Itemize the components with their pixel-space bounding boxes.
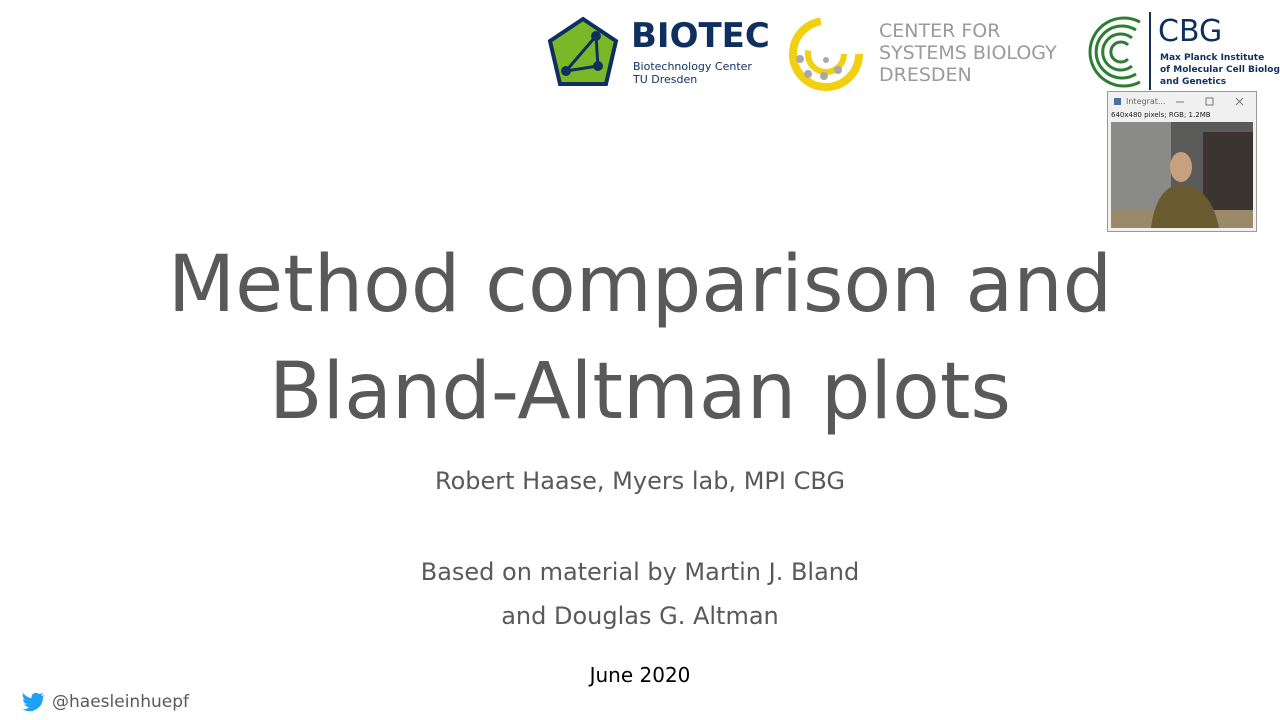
cbg-line: Max Planck Institute (1160, 53, 1265, 63)
csbd-line: CENTER FOR (879, 20, 1001, 42)
biotec-name: BIOTEC (631, 16, 770, 56)
biotec-icon (547, 16, 619, 86)
window-title: Integrat... (1126, 97, 1166, 106)
date: June 2020 (589, 663, 691, 687)
image-window[interactable]: Integrat... 640x480 pixels; RGB; 1.2MB (1107, 91, 1257, 232)
cbg-line: of Molecular Cell Biology (1160, 65, 1280, 75)
author: Robert Haase, Myers lab, MPI CBG (434, 467, 845, 495)
twitter-icon (22, 692, 45, 712)
slide-title: Bland-Altman plots (268, 347, 1012, 437)
csbd-line: SYSTEMS BIOLOGY (879, 42, 1057, 64)
based-on: and Douglas G. Altman (501, 602, 779, 630)
cbg-name: CBG (1158, 14, 1223, 49)
biotec-line: Biotechnology Center (633, 60, 752, 73)
slide-title: Method comparison and (167, 240, 1113, 330)
webcam-image (1111, 122, 1253, 228)
twitter-handle: @haesleinhuepf (52, 692, 189, 712)
cbg-line: and Genetics (1160, 77, 1227, 87)
csbd-line: DRESDEN (879, 64, 972, 86)
window-controls (1114, 97, 1244, 106)
cbg-icon (1088, 12, 1151, 90)
window-info: 640x480 pixels; RGB; 1.2MB (1111, 111, 1211, 119)
biotec-line: TU Dresden (633, 73, 698, 86)
based-on: Based on material by Martin J. Bland (420, 558, 860, 586)
csbd-icon (789, 17, 863, 91)
